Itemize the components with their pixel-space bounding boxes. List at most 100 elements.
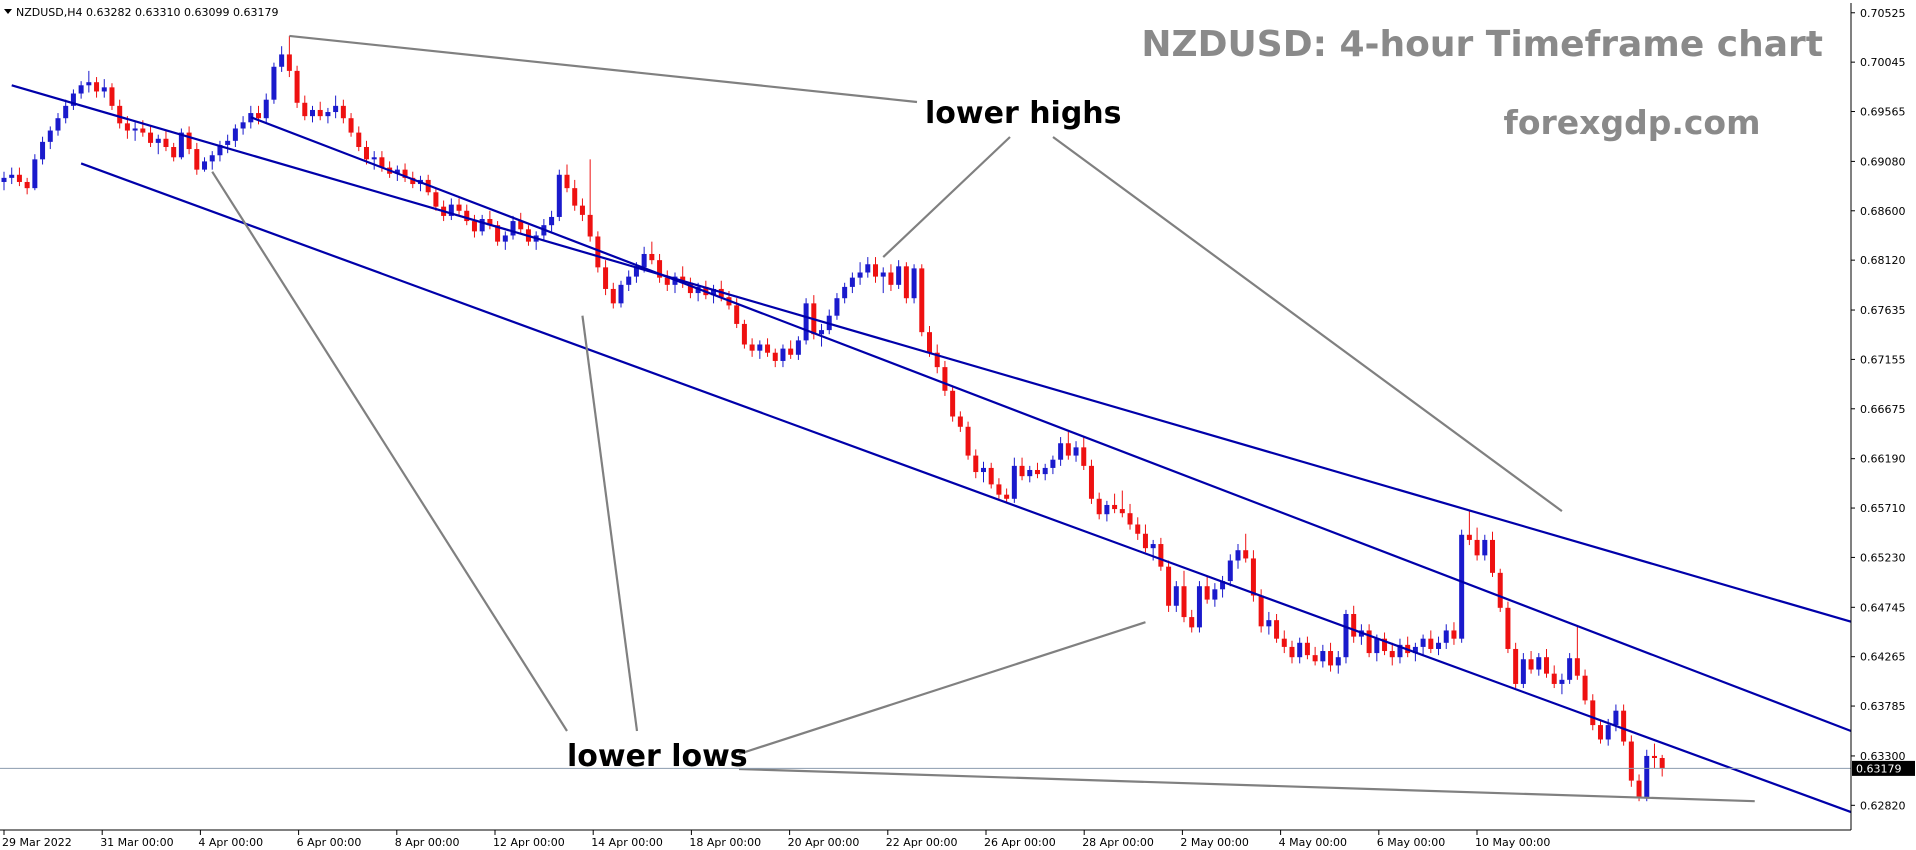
candle bbox=[101, 79, 107, 98]
x-tick-label: 18 Apr 00:00 bbox=[689, 836, 761, 849]
candle bbox=[1343, 609, 1349, 664]
candle bbox=[1536, 653, 1542, 676]
candle bbox=[1004, 488, 1010, 503]
candle bbox=[502, 231, 508, 250]
candle-body bbox=[510, 221, 516, 236]
candle-body bbox=[9, 174, 15, 178]
candle bbox=[1505, 601, 1511, 654]
candle bbox=[1628, 735, 1634, 787]
candle bbox=[302, 95, 308, 121]
x-tick-label: 8 Apr 00:00 bbox=[395, 836, 460, 849]
candle-body bbox=[664, 277, 670, 285]
candle-body bbox=[333, 105, 339, 113]
candle bbox=[178, 128, 184, 160]
candle bbox=[1482, 534, 1488, 561]
candle-body bbox=[502, 235, 508, 242]
candle-body bbox=[1081, 447, 1087, 466]
candle bbox=[549, 210, 555, 232]
y-tick-label: 0.67155 bbox=[1860, 353, 1906, 366]
candle bbox=[1181, 570, 1187, 623]
y-tick-label: 0.64745 bbox=[1860, 601, 1906, 614]
x-tick-label: 6 May 00:00 bbox=[1377, 836, 1445, 849]
candle bbox=[479, 214, 485, 236]
candle-body bbox=[1050, 459, 1056, 468]
candle-body bbox=[256, 113, 262, 119]
candle-body bbox=[1127, 513, 1133, 525]
candle bbox=[32, 154, 38, 191]
candle-body bbox=[217, 144, 223, 156]
candle bbox=[63, 99, 69, 124]
candle bbox=[433, 188, 439, 211]
candle-body bbox=[1644, 755, 1650, 798]
candle bbox=[16, 167, 22, 187]
candle bbox=[1166, 560, 1172, 612]
candle-body bbox=[1220, 581, 1226, 590]
candle bbox=[1073, 441, 1079, 462]
candle-body bbox=[101, 87, 107, 92]
candle-body bbox=[1366, 630, 1372, 654]
symbol-dropdown-icon[interactable] bbox=[4, 9, 12, 14]
candle-body bbox=[1034, 469, 1040, 475]
candle-body bbox=[1559, 679, 1565, 684]
candle bbox=[749, 338, 755, 357]
candle bbox=[518, 212, 524, 234]
candle-body bbox=[711, 288, 717, 296]
candle-body bbox=[1567, 658, 1573, 680]
candle bbox=[271, 62, 277, 104]
candle-body bbox=[1150, 544, 1156, 549]
candle bbox=[333, 95, 339, 119]
candle-body bbox=[595, 236, 601, 268]
candle-body bbox=[1466, 534, 1472, 540]
price-axis[interactable]: 0.70525 0.70045 0.69565 0.69080 0.68600 0.681… bbox=[1851, 7, 1906, 813]
chart-subtitle: forexgdp.com bbox=[1504, 103, 1761, 142]
y-tick-label: 0.68600 bbox=[1860, 205, 1906, 218]
candle bbox=[788, 340, 794, 359]
candle bbox=[1096, 492, 1102, 520]
candle bbox=[1127, 503, 1133, 530]
channel-line-1 bbox=[11, 84, 1852, 623]
candle-body bbox=[572, 188, 578, 206]
candle bbox=[741, 319, 747, 349]
candle-body bbox=[880, 272, 886, 277]
candle-body bbox=[464, 210, 470, 222]
candle bbox=[1058, 437, 1064, 466]
time-axis[interactable]: 29 Mar 2022 31 Mar 00:00 4 Apr 00:00 6 Apr … bbox=[2, 830, 1550, 849]
candle-body bbox=[1042, 467, 1048, 475]
candle bbox=[209, 151, 215, 170]
y-tick-label: 0.63785 bbox=[1860, 700, 1906, 713]
candle bbox=[772, 348, 778, 368]
y-tick-label: 0.65710 bbox=[1860, 502, 1906, 515]
candle-body bbox=[1196, 586, 1202, 628]
candle bbox=[1196, 581, 1202, 633]
candle-body bbox=[1058, 443, 1064, 460]
candle-body bbox=[225, 140, 231, 145]
candle-body bbox=[518, 221, 524, 230]
candle bbox=[1119, 490, 1125, 518]
candle-body bbox=[1065, 443, 1071, 456]
candle-body bbox=[965, 426, 971, 456]
candle-body bbox=[1636, 780, 1642, 798]
candle-body bbox=[163, 138, 169, 148]
candle-body bbox=[1181, 586, 1187, 618]
candle bbox=[603, 260, 609, 296]
candle bbox=[86, 70, 92, 93]
candle bbox=[1436, 636, 1442, 656]
candle-body bbox=[633, 267, 639, 277]
candle-body bbox=[564, 174, 570, 189]
candle-body bbox=[140, 128, 146, 133]
candle-body bbox=[471, 221, 477, 232]
candle-body bbox=[286, 54, 292, 71]
candle bbox=[448, 198, 454, 221]
candle-body bbox=[1382, 638, 1388, 652]
candle bbox=[950, 385, 956, 422]
candle bbox=[1451, 622, 1457, 645]
candle-body bbox=[695, 286, 701, 294]
candle-body bbox=[178, 132, 184, 158]
candle bbox=[664, 270, 670, 292]
candle bbox=[610, 282, 616, 309]
candle bbox=[927, 325, 932, 357]
candle bbox=[1274, 613, 1280, 643]
candle-body bbox=[379, 157, 385, 168]
candle bbox=[1335, 651, 1341, 674]
